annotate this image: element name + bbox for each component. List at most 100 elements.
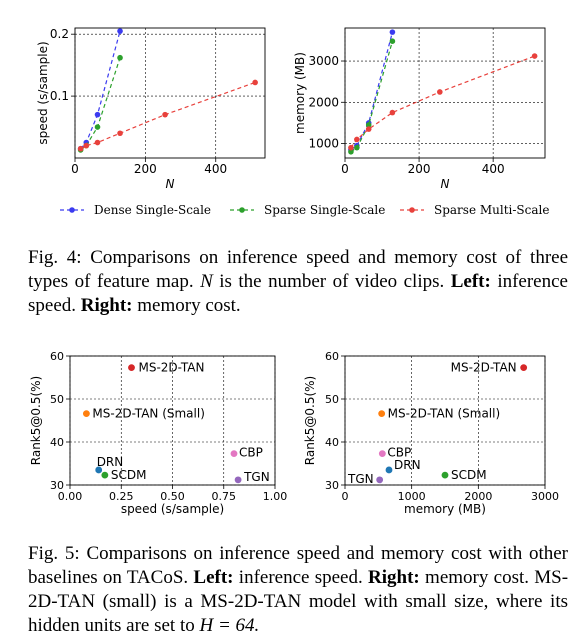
data-point bbox=[77, 145, 84, 152]
point-label: CBP bbox=[387, 446, 411, 460]
data-point bbox=[389, 38, 396, 45]
plot-frame bbox=[69, 355, 276, 486]
data-point bbox=[348, 144, 354, 151]
y-axis-label: memory (MB) bbox=[293, 52, 307, 134]
scatter-point bbox=[378, 410, 386, 418]
data-point bbox=[354, 136, 360, 143]
scatter-point bbox=[376, 476, 384, 484]
fig5-caption-left-text: inference speed. bbox=[238, 567, 363, 588]
x-tick-label: 0 bbox=[341, 162, 349, 176]
x-tick-label: 400 bbox=[482, 162, 505, 176]
data-point bbox=[162, 111, 168, 118]
fig5-caption-head: Fig. 5: bbox=[28, 543, 80, 564]
y-tick-label: 50 bbox=[325, 393, 339, 406]
fig5-caption-body: Comparisons on inference speed and memor… bbox=[28, 543, 569, 588]
data-point bbox=[531, 53, 538, 59]
fig4-caption-left-text: inference speed. bbox=[28, 271, 568, 316]
x-tick-label: 0.25 bbox=[109, 490, 134, 503]
x-tick-label: 2000 bbox=[464, 490, 492, 503]
x-axis-label: N bbox=[166, 177, 175, 191]
series-line bbox=[350, 31, 393, 151]
fig4-caption-right: Right: bbox=[80, 295, 133, 316]
y-tick-label: 30 bbox=[325, 479, 339, 492]
data-point bbox=[437, 89, 443, 95]
series-line bbox=[350, 55, 535, 149]
y-axis-label: speed (s/sample) bbox=[36, 41, 50, 144]
scatter-point bbox=[128, 364, 135, 372]
data-point bbox=[83, 142, 90, 149]
data-point bbox=[94, 124, 101, 130]
y-tick-label: 3000 bbox=[308, 54, 339, 68]
data-point bbox=[94, 139, 101, 146]
data-point bbox=[117, 54, 123, 61]
series-line bbox=[80, 81, 256, 150]
point-label: DRN bbox=[97, 455, 124, 469]
y-tick-label: 40 bbox=[325, 436, 339, 449]
y-tick-label: 2000 bbox=[308, 95, 339, 109]
point-label: MS-2D-TAN bbox=[139, 361, 205, 375]
chart-panel-4: 0 1000 2000 3000 30 40 50 60 memory (MB) Rank5@0.… bbox=[303, 350, 559, 516]
x-tick-label: 200 bbox=[134, 162, 157, 176]
data-point bbox=[365, 122, 372, 128]
point-label: SCDM bbox=[451, 468, 487, 482]
x-tick-label: 0.50 bbox=[160, 490, 185, 503]
data-point bbox=[354, 144, 360, 151]
plot-frame bbox=[74, 27, 266, 159]
fig5-caption-eq: H = 64. bbox=[199, 615, 260, 636]
fig4-caption-head: Fig. 4: bbox=[28, 247, 82, 268]
x-tick-label: 1000 bbox=[398, 490, 426, 503]
x-axis-label: memory (MB) bbox=[404, 502, 486, 516]
series-line bbox=[350, 41, 393, 153]
scatter-point bbox=[83, 410, 90, 418]
scatter-point bbox=[378, 450, 386, 458]
point-label: TGN bbox=[347, 472, 374, 486]
data-point bbox=[94, 111, 101, 118]
fig4-caption-body-2: is the number of video clips. bbox=[219, 271, 445, 292]
plot-frame bbox=[344, 355, 546, 486]
point-label: DRN bbox=[394, 458, 421, 472]
scatter-point bbox=[230, 450, 238, 458]
x-tick-label: 0 bbox=[71, 162, 79, 176]
x-tick-label: 200 bbox=[408, 162, 431, 176]
point-label: CBP bbox=[239, 446, 263, 460]
fig5-caption: Fig. 5: Comparisons on inference speed a… bbox=[28, 542, 568, 638]
legend-marker bbox=[69, 207, 75, 213]
scatter-point bbox=[101, 471, 109, 479]
chart-panel-3: 0.00 0.25 0.50 0.75 1.00 30 40 50 60 speed (s/sam… bbox=[29, 350, 287, 516]
legend-marker bbox=[409, 207, 415, 213]
x-tick-label: 0.00 bbox=[58, 490, 83, 503]
scatter-point bbox=[441, 471, 449, 479]
point-label: TGN bbox=[243, 470, 270, 484]
x-tick-label: 400 bbox=[204, 162, 227, 176]
y-tick-label: 60 bbox=[50, 350, 64, 363]
y-tick-label: 60 bbox=[325, 350, 339, 363]
point-label: MS-2D-TAN bbox=[451, 361, 517, 375]
fig5-caption-right: Right: bbox=[368, 567, 420, 588]
y-tick-label: 1000 bbox=[308, 137, 339, 151]
legend-marker bbox=[239, 207, 245, 213]
y-tick-label: 0.1 bbox=[50, 89, 69, 103]
fig4-caption-right-text: memory cost. bbox=[137, 295, 241, 316]
fig5-caption-right-text: memory cost. MS-2D-TAN (small) is a MS-2… bbox=[28, 567, 569, 636]
point-label: MS-2D-TAN (Small) bbox=[388, 407, 501, 421]
scatter-point bbox=[520, 364, 528, 372]
x-tick-label: 3000 bbox=[531, 490, 559, 503]
fig4-caption-n: N bbox=[200, 271, 213, 292]
y-tick-label: 50 bbox=[50, 393, 64, 406]
legend-label: Dense Single-Scale bbox=[94, 203, 211, 217]
data-point bbox=[365, 126, 372, 132]
point-label: SCDM bbox=[111, 468, 147, 482]
y-axis-label: Rank5@0.5(%) bbox=[303, 376, 317, 465]
x-tick-label: 1.00 bbox=[263, 490, 288, 503]
data-point bbox=[117, 28, 123, 34]
fig4-caption-body: Comparisons on inference speed and memor… bbox=[28, 247, 569, 292]
x-axis-label: N bbox=[441, 177, 450, 191]
x-tick-label: 0 bbox=[342, 490, 349, 503]
series-line bbox=[80, 30, 121, 150]
scatter-point bbox=[234, 476, 242, 484]
legend: Dense Single-Scale Sparse Single-Scale Spa… bbox=[60, 203, 549, 217]
fig4-caption-left: Left: bbox=[450, 271, 491, 292]
data-point bbox=[117, 130, 123, 137]
